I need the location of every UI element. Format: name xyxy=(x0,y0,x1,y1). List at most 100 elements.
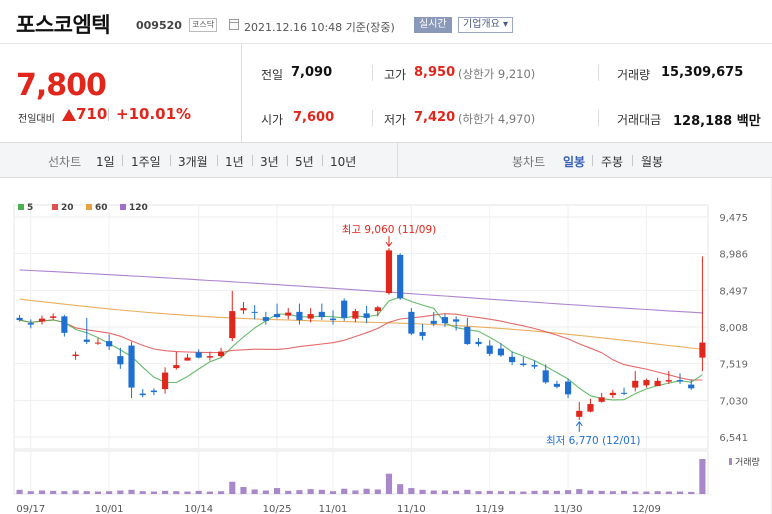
y-tick-label: 6,541 xyxy=(719,433,748,444)
tab-5year[interactable]: 5년 xyxy=(295,155,314,169)
volume-bar xyxy=(341,488,348,494)
open-value: 7,600 xyxy=(293,110,335,125)
volume-bar xyxy=(565,490,572,494)
volume-bar xyxy=(352,490,359,494)
candle-body xyxy=(296,311,303,321)
tab-monthly[interactable]: 월봉 xyxy=(641,155,664,169)
volume-bar xyxy=(262,490,269,494)
stock-chart[interactable]: 9,475 8,986 8,497 8,008 7,519 7,030 6,541 09/17… xyxy=(0,178,772,514)
tab-1day[interactable]: 1일 xyxy=(96,155,115,169)
candle-body xyxy=(206,356,213,358)
tab-1year[interactable]: 1년 xyxy=(225,155,244,169)
candle-body xyxy=(497,348,504,356)
tab-divider xyxy=(592,155,593,166)
open-label: 시가 xyxy=(261,113,284,127)
candle-body xyxy=(688,384,695,389)
candle-body xyxy=(385,250,393,294)
prev-close-label: 전일 xyxy=(261,68,284,82)
high-value: 8,950 xyxy=(414,65,456,80)
low-arrow-icon xyxy=(575,420,583,432)
stock-header: 포스코엠텍 009520 코스닥 2021.12.16 10:48 기준(장중)… xyxy=(0,0,772,44)
candle-body xyxy=(262,317,269,321)
candle-body xyxy=(486,345,493,354)
tab-daily[interactable]: 일봉 xyxy=(563,155,586,169)
candle-body xyxy=(520,363,527,366)
amount-label: 거래대금 xyxy=(617,113,662,127)
volume-bar xyxy=(94,491,102,494)
candle-body xyxy=(329,318,337,321)
volume-bar xyxy=(385,473,393,494)
volume-bar xyxy=(676,491,684,494)
realtime-button[interactable]: 실시간 xyxy=(414,17,452,33)
volume-bar xyxy=(16,489,23,494)
volume-bar xyxy=(576,489,583,494)
volume-bar xyxy=(296,490,303,494)
candle-body xyxy=(587,404,594,412)
volume-bar xyxy=(509,491,516,494)
candlestick-chart-svg[interactable]: 9,475 8,986 8,497 8,008 7,519 7,030 6,541 09/17… xyxy=(0,178,772,514)
tab-10year[interactable]: 10년 xyxy=(330,155,357,169)
candle-body xyxy=(83,339,90,342)
stat-divider xyxy=(372,65,373,81)
volume-bar xyxy=(542,490,549,494)
y-tick-label: 8,986 xyxy=(719,250,748,261)
tab-divider xyxy=(217,155,218,166)
candle-body xyxy=(397,254,404,299)
quote-datetime: 2021.12.16 10:48 기준(장중) xyxy=(244,21,395,34)
candle-chart-title: 봉차트 xyxy=(512,155,546,169)
legend-swatch xyxy=(86,204,92,210)
volume-bar xyxy=(632,491,639,494)
volume-bar xyxy=(27,491,34,494)
volume-bar xyxy=(117,490,124,494)
company-overview-dropdown[interactable]: 기업개요 ▾ xyxy=(458,17,513,33)
volume-bar xyxy=(654,491,661,494)
volume-bar xyxy=(195,490,202,494)
volume-bar xyxy=(430,490,437,494)
ma-120-line xyxy=(19,269,703,314)
candle-body xyxy=(307,314,314,319)
x-tick-label: 09/17 xyxy=(16,504,45,514)
volume-plot-frame xyxy=(13,450,709,495)
prev-close-value: 7,090 xyxy=(291,65,333,80)
volume-bar xyxy=(150,491,157,494)
tab-1week[interactable]: 1주일 xyxy=(131,155,161,169)
candle-body xyxy=(72,354,79,357)
line-chart-title: 선차트 xyxy=(48,155,82,169)
tab-3month[interactable]: 3개월 xyxy=(178,155,208,169)
volume-bar xyxy=(587,490,594,494)
y-tick-label: 9,475 xyxy=(719,213,748,224)
tab-weekly[interactable]: 주봉 xyxy=(601,155,624,169)
candle-body xyxy=(419,332,426,336)
x-tick-label: 11/19 xyxy=(475,504,504,514)
change-label: 전일대비 xyxy=(18,114,55,125)
volume-bar xyxy=(139,491,146,494)
volume-bar xyxy=(408,488,415,494)
volume-bar xyxy=(61,491,68,494)
x-tick-label: 11/10 xyxy=(397,504,426,514)
y-tick-label: 8,008 xyxy=(719,323,748,334)
volume-bar xyxy=(218,491,225,494)
volume-bar xyxy=(665,491,672,494)
tab-divider xyxy=(632,155,633,166)
tab-divider xyxy=(252,155,253,166)
volume-bar xyxy=(285,490,292,494)
candle-body xyxy=(318,311,325,318)
tab-divider xyxy=(287,155,288,166)
volume-bar xyxy=(240,487,247,494)
volume-bar xyxy=(229,481,236,494)
candle-body xyxy=(352,311,359,319)
candle-body xyxy=(542,370,549,383)
amount-value: 128,188 백만 xyxy=(673,114,761,129)
x-tick-label: 11/01 xyxy=(319,504,348,514)
candle-body xyxy=(565,381,572,395)
tab-divider xyxy=(170,155,171,166)
volume-bar xyxy=(106,491,113,494)
change-value: 710 xyxy=(76,105,108,123)
candle-body xyxy=(531,365,538,367)
y-tick-label: 7,030 xyxy=(719,396,748,407)
volume-bar xyxy=(162,490,169,494)
tab-3year[interactable]: 3년 xyxy=(260,155,279,169)
candle-body xyxy=(654,380,661,387)
chart-period-bar: 선차트 1일 1주일 3개월 1년 3년 5년 10년 봉차트 일봉 주봉 월봉 xyxy=(0,143,772,178)
x-tick-label: 10/14 xyxy=(184,504,213,514)
